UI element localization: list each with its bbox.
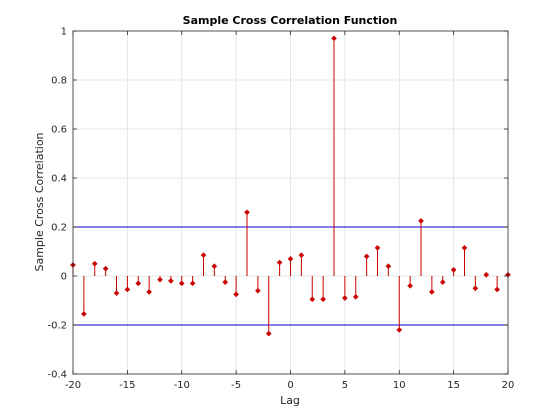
stem-marker — [352, 294, 359, 300]
stem-marker — [363, 253, 370, 260]
stem-marker — [331, 35, 337, 42]
stem-marker — [265, 330, 272, 337]
stem-marker — [320, 296, 326, 303]
x-tick-label: -10 — [174, 380, 190, 391]
stem-marker — [113, 290, 120, 296]
y-tick-label: 0.4 — [51, 174, 67, 185]
stem-marker — [439, 279, 446, 285]
ticks-layer — [72, 30, 509, 375]
stem-marker — [483, 271, 490, 278]
x-tick-label: -20 — [65, 380, 81, 391]
stem-marker — [461, 245, 468, 251]
y-tick-label: 0.8 — [51, 76, 67, 87]
stem-marker — [244, 209, 250, 216]
x-tick-label: 20 — [502, 380, 515, 391]
stem-marker — [309, 296, 316, 303]
x-axis-label: Lag — [280, 394, 300, 407]
stem-marker — [200, 252, 207, 258]
y-tick-label: -0.2 — [47, 321, 67, 332]
stem-marker — [146, 289, 152, 295]
stem-marker — [450, 267, 457, 273]
stem-marker — [124, 286, 131, 293]
stem-marker — [233, 291, 239, 298]
chart-title: Sample Cross Correlation Function — [183, 14, 398, 27]
y-tick-label: -0.4 — [47, 370, 67, 381]
stem-marker — [211, 263, 218, 270]
x-tick-label: 15 — [447, 380, 460, 391]
stem-marker — [135, 280, 142, 287]
stem-marker — [102, 265, 109, 272]
y-tick-label: 0 — [61, 272, 67, 283]
y-tick-label: 0.2 — [51, 223, 67, 234]
stem-marker — [91, 260, 98, 267]
stem-marker — [396, 327, 403, 333]
stem-marker — [385, 263, 392, 270]
y-tick-label: 0.6 — [51, 125, 67, 136]
stem-marker — [298, 252, 305, 258]
stem-marker — [429, 289, 435, 295]
x-tick-label: -5 — [231, 380, 241, 391]
stem-marker — [222, 279, 229, 285]
stem-marker — [374, 245, 381, 251]
x-tick-label: 0 — [287, 380, 293, 391]
stem-marker — [494, 286, 500, 293]
stem-marker — [407, 282, 413, 289]
x-tick-labels: -20 -15 -10 -5 0 5 10 15 20 — [65, 380, 515, 391]
stem-marker — [418, 218, 424, 224]
stems-layer — [70, 35, 511, 337]
stem-marker — [472, 285, 479, 292]
stem-marker — [255, 287, 261, 294]
stem-marker — [168, 278, 174, 284]
x-tick-label: -15 — [119, 380, 135, 391]
stem-marker — [157, 276, 163, 283]
y-tick-label: 1 — [61, 27, 67, 38]
stem-marker — [81, 311, 87, 317]
stem-marker — [276, 259, 283, 266]
confidence-bounds — [73, 226, 508, 326]
y-tick-labels: -0.4 -0.2 0 0.2 0.4 0.6 0.8 1 — [47, 27, 67, 381]
stem-marker — [178, 280, 185, 287]
stem-marker — [342, 295, 348, 301]
x-tick-label: 10 — [393, 380, 406, 391]
stem-marker — [287, 256, 294, 262]
y-axis-label: Sample Cross Correlation — [33, 132, 46, 271]
x-tick-label: 5 — [342, 380, 348, 391]
stem-marker — [189, 280, 196, 287]
